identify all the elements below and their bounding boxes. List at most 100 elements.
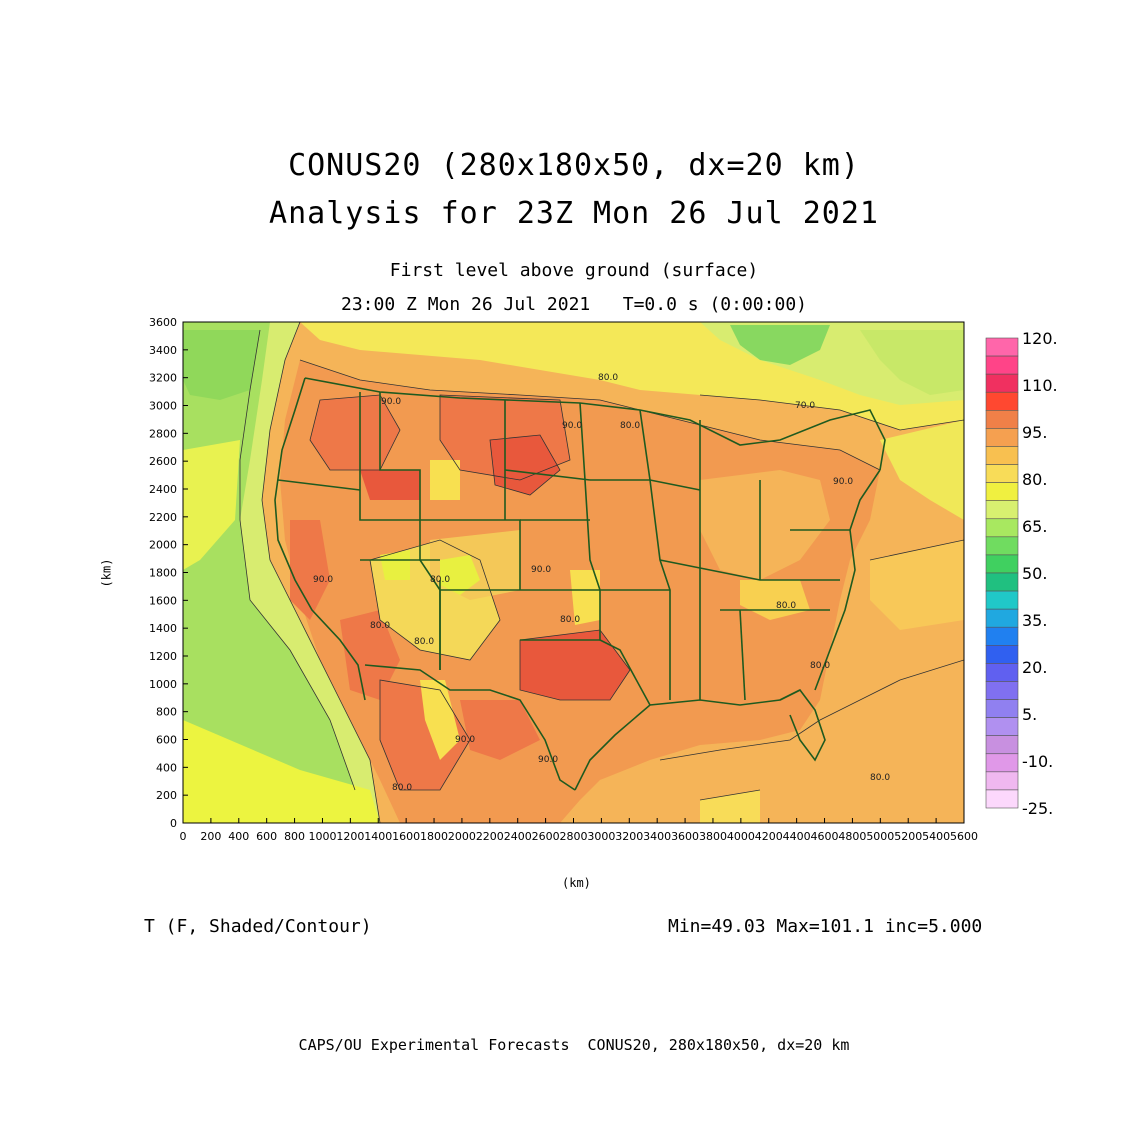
x-tick-label: 5000 [866, 830, 894, 843]
x-tick-label: 1600 [392, 830, 420, 843]
x-tick-label: 4800 [838, 830, 866, 843]
x-tick-label: 4200 [755, 830, 783, 843]
contour-label: 80.0 [430, 575, 450, 585]
colorbar-swatch [985, 410, 1019, 429]
colorbar-swatch [985, 464, 1019, 483]
contour-label: 80.0 [414, 637, 434, 647]
colorbar-swatch [985, 391, 1019, 411]
colorbar-swatch [985, 572, 1019, 592]
colorbar-swatch [985, 717, 1019, 736]
x-tick-label: 1000 [308, 830, 336, 843]
colorbar-swatch [985, 482, 1019, 501]
y-tick-label: 3000 [149, 400, 177, 413]
colorbar-swatch [985, 681, 1019, 700]
x-tick-label: 1400 [364, 830, 392, 843]
x-tick-label: 800 [284, 830, 305, 843]
x-tick-label: 4600 [811, 830, 839, 843]
x-tick-label: 3800 [699, 830, 727, 843]
colorbar-label: 80. [1022, 470, 1047, 489]
map-title: CONUS20 (280x180x50, dx=20 km) [288, 148, 860, 183]
colorbar-label: 65. [1022, 517, 1047, 536]
contour-label: 90.0 [538, 755, 558, 765]
x-tick-label: 5200 [894, 830, 922, 843]
colorbar-swatch [985, 428, 1019, 447]
colorbar-swatch [985, 373, 1019, 393]
y-tick-label: 2600 [149, 455, 177, 468]
time-subtitle: 23:00 Z Mon 26 Jul 2021 T=0.0 s (0:00:00… [341, 294, 807, 315]
x-tick-label: 400 [228, 830, 249, 843]
y-tick-label: 3400 [149, 344, 177, 357]
colorbar-swatch [985, 608, 1019, 628]
contour-label: 80.0 [392, 783, 412, 793]
min-max-stats: Min=49.03 Max=101.1 inc=5.000 [668, 916, 983, 937]
y-tick-label: 3600 [149, 316, 177, 329]
y-tick-label: 600 [156, 734, 177, 747]
x-tick-label: 4400 [783, 830, 811, 843]
x-axis-label: (km) [562, 876, 591, 890]
x-tick-label: 1800 [420, 830, 448, 843]
x-tick-label: 0 [180, 830, 187, 843]
contour-label: 70.0 [795, 401, 815, 411]
contour-label: 90.0 [531, 565, 551, 575]
y-tick-label: 2400 [149, 483, 177, 496]
colorbar-swatch [985, 789, 1019, 809]
x-tick-label: 5400 [922, 830, 950, 843]
x-tick-label: 2000 [448, 830, 476, 843]
level-subtitle: First level above ground (surface) [389, 260, 759, 281]
x-tick-label: 1200 [336, 830, 364, 843]
y-tick-label: 1400 [149, 622, 177, 635]
analysis-time-title: Analysis for 23Z Mon 26 Jul 2021 [269, 196, 879, 231]
colorbar [985, 337, 1019, 809]
y-tick-label: 2200 [149, 511, 177, 524]
political-borders [274, 377, 886, 791]
temperature-shading [183, 322, 964, 823]
colorbar-label: 35. [1022, 611, 1047, 630]
y-tick-label: 400 [156, 761, 177, 774]
x-tick-label: 600 [256, 830, 277, 843]
y-tick-label: 3200 [149, 372, 177, 385]
contour-label: 80.0 [620, 421, 640, 431]
colorbar-swatch [985, 554, 1019, 574]
x-tick-label: 5600 [950, 830, 978, 843]
colorbar-swatch [985, 663, 1019, 682]
axis-tick-labels: 0 200 400 600 800 1000 1200 1400 1600 1800 2000 220… [149, 316, 978, 843]
y-tick-label: 0 [170, 817, 177, 830]
y-tick-label: 1200 [149, 650, 177, 663]
colorbar-label: -10. [1022, 752, 1053, 771]
colorbar-label: -25. [1022, 799, 1053, 818]
colorbar-label: 110. [1022, 376, 1058, 395]
x-tick-label: 2200 [476, 830, 504, 843]
contour-label: 90.0 [313, 575, 333, 585]
colorbar-label: 20. [1022, 658, 1047, 677]
contour-label: 80.0 [776, 601, 796, 611]
y-tick-label: 800 [156, 706, 177, 719]
axis-ticks [182, 321, 965, 824]
contour-label: 90.0 [455, 735, 475, 745]
y-tick-label: 1600 [149, 594, 177, 607]
x-tick-label: 4000 [727, 830, 755, 843]
colorbar-swatch [985, 699, 1019, 718]
x-tick-label: 2600 [532, 830, 560, 843]
field-label: T (F, Shaded/Contour) [144, 916, 372, 937]
contour-label: 80.0 [370, 621, 390, 631]
colorbar-swatch [985, 590, 1019, 610]
y-tick-label: 1800 [149, 567, 177, 580]
x-tick-label: 2400 [504, 830, 532, 843]
y-tick-label: 2800 [149, 427, 177, 440]
colorbar-swatch [985, 536, 1019, 556]
colorbar-swatch [985, 500, 1019, 520]
contour-label: 90.0 [833, 477, 853, 487]
footer-credit: CAPS/OU Experimental Forecasts CONUS20, … [298, 1036, 850, 1054]
x-tick-label: 3600 [671, 830, 699, 843]
colorbar-swatch [985, 735, 1019, 755]
y-tick-label: 200 [156, 789, 177, 802]
contour-label: 80.0 [810, 661, 830, 671]
colorbar-swatch [985, 771, 1019, 791]
y-tick-label: 1000 [149, 678, 177, 691]
contour-label: 90.0 [562, 421, 582, 431]
contour-label: 90.0 [381, 397, 401, 407]
contour-label: 80.0 [870, 773, 890, 783]
x-tick-label: 3200 [615, 830, 643, 843]
colorbar-swatch [985, 626, 1019, 646]
